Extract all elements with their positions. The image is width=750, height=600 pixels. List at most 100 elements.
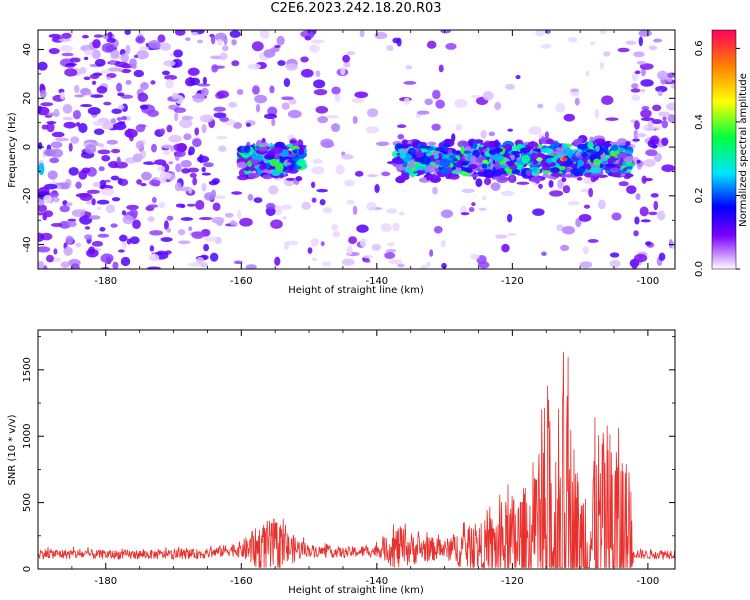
heatmap-cell [251,41,264,52]
heatmap-cell [99,226,106,232]
heatmap-cell [451,148,457,154]
heatmap-cell [97,233,110,238]
heatmap-cell [426,40,437,49]
heatmap-cell [214,32,227,42]
heatmap-cell [604,163,616,168]
heatmap-cell [321,141,335,148]
heatmap-cell [269,85,275,94]
heatmap-cell [653,200,659,211]
heatmap-cell [196,39,204,44]
heatmap-cell [136,50,149,60]
heatmap-cell [631,262,638,269]
heatmap-cell [332,230,340,238]
heatmap-cell [134,54,139,58]
heatmap-cell [201,166,206,173]
heatmap-cell [385,248,397,253]
heatmap-cell [320,241,325,247]
heatmap-cell [471,94,481,99]
heatmap-cell [111,197,121,202]
heatmap-cell [222,45,229,52]
heatmap-cell [441,262,447,269]
heatmap-cell [85,200,92,205]
heatmap-cell [236,161,248,169]
heatmap-cell [563,113,576,122]
heatmap-cell [493,153,504,162]
heatmap-x-ticks: -180 -160 -140 -120 -100 [37,30,659,287]
heatmap-cell [617,47,630,53]
heatmap-cell [434,167,440,173]
heatmap-cell [630,88,641,93]
heatmap-cell [631,83,639,89]
heatmap-y-tick-label: -20 [22,188,33,204]
heatmap-cell [38,163,45,176]
heatmap-cell [191,31,199,36]
heatmap-cell [444,138,452,145]
heatmap-cell [174,111,179,122]
heatmap-cell [488,131,496,137]
heatmap-cell [401,139,408,146]
heatmap-cell [63,121,77,129]
heatmap-cell [58,220,72,229]
heatmap-cell [311,257,318,262]
heatmap-cell [645,241,652,246]
heatmap-cell [98,166,105,172]
heatmap-cell [482,90,494,101]
heatmap-cell [557,179,564,189]
heatmap-cell [665,102,675,111]
heatmap-cell [129,58,137,68]
colorbar: 0.0 0.2 0.4 0.6 Normalized spectral amplitu… [694,29,749,277]
heatmap-cell [271,169,281,177]
heatmap-cell [109,59,117,65]
heatmap-cell [60,91,65,100]
heatmap-cell [668,239,673,249]
heatmap-cell [454,98,468,108]
heatmap-cell [403,81,417,85]
heatmap-cell [609,141,621,145]
heatmap-cell [633,129,639,140]
heatmap-cell [149,245,155,252]
heatmap-frame [37,29,676,270]
heatmap-cell [626,165,633,171]
heatmap-cell [149,179,161,187]
heatmap-cell [561,226,576,235]
heatmap-cell [536,157,543,162]
colorbar-tick-label: 0.4 [694,114,705,130]
heatmap-cell [317,116,329,124]
heatmap-cell [166,227,172,233]
heatmap-cell [307,247,313,254]
heatmap-cell [53,196,60,203]
heatmap-cell [493,147,503,153]
heatmap-cell [562,148,574,155]
heatmap-cell [448,173,460,180]
heatmap-cell [129,134,134,142]
heatmap-cell [68,166,79,176]
heatmap-cell [482,196,487,201]
heatmap-cell [39,89,47,99]
heatmap-cell [639,63,654,70]
heatmap-cell [381,171,391,177]
heatmap-cell [118,178,129,186]
heatmap-cell [509,173,515,183]
heatmap-cell [106,76,112,80]
heatmap-cell [596,174,608,178]
heatmap-cell [582,246,589,255]
heatmap-cell [419,145,431,149]
heatmap-cell [344,179,355,187]
heatmap-cell [285,162,292,166]
heatmap-cell [397,263,405,268]
heatmap-cell [107,67,122,72]
heatmap-cell [38,204,48,213]
heatmap-cell [72,109,81,120]
heatmap-cell [48,33,62,39]
heatmap-cell [69,57,81,63]
heatmap-cell [577,155,583,160]
heatmap-cell [157,34,166,43]
heatmap-cell [59,45,73,52]
heatmap-cell [192,138,202,147]
heatmap-cell [638,30,652,37]
heatmap-cell [470,155,477,163]
heatmap-cell [158,202,166,209]
heatmap-cell [147,266,161,269]
heatmap-cell [545,139,555,145]
heatmap-cell [185,37,191,41]
